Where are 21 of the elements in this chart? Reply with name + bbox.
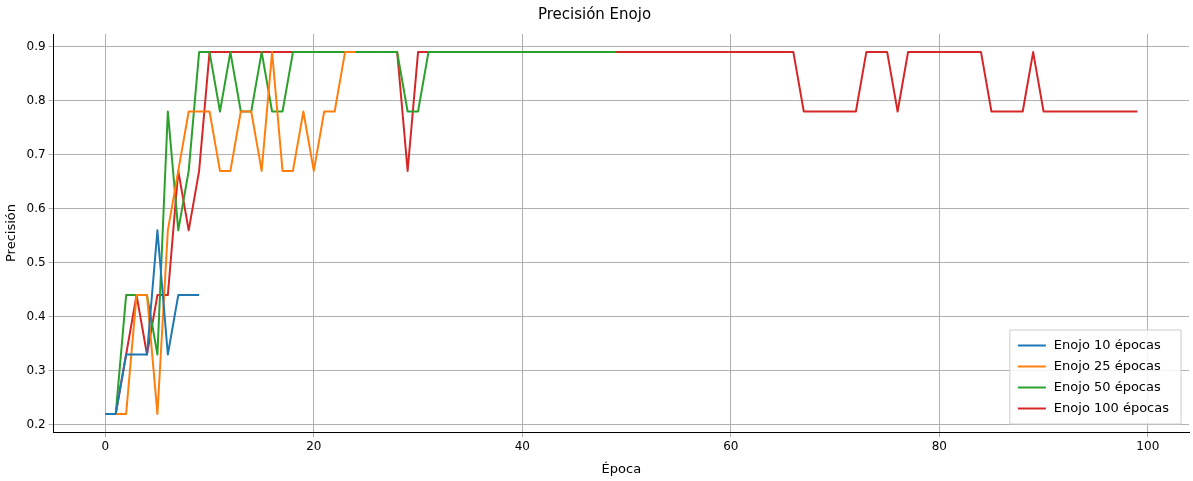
y-tick-label: 0.7 xyxy=(26,146,46,161)
x-tick-label: 100 xyxy=(1136,439,1160,454)
legend-label: Enojo 25 épocas xyxy=(1053,357,1161,373)
y-tick-label: 0.2 xyxy=(26,416,46,431)
y-axis-title: Precisión xyxy=(3,203,19,263)
y-tick-label: 0.6 xyxy=(26,200,46,215)
x-tick-label: 80 xyxy=(931,439,947,454)
x-axis-title: Época xyxy=(601,460,642,476)
legend-label: Enojo 100 épocas xyxy=(1053,399,1170,415)
chart-title: Precisión Enojo xyxy=(537,4,652,23)
y-tick-label: 0.4 xyxy=(26,308,46,323)
legend-label: Enojo 10 épocas xyxy=(1053,336,1161,352)
legend-label: Enojo 50 épocas xyxy=(1053,378,1161,394)
y-tick-label: 0.5 xyxy=(26,254,46,269)
y-tick-label: 0.9 xyxy=(26,38,46,53)
y-tick-label: 0.8 xyxy=(26,92,46,107)
x-tick-label: 60 xyxy=(723,439,739,454)
x-tick-label: 40 xyxy=(514,439,530,454)
y-tick-label: 0.3 xyxy=(26,362,46,377)
x-tick-label: 20 xyxy=(306,439,322,454)
x-tick-label: 0 xyxy=(101,439,110,454)
